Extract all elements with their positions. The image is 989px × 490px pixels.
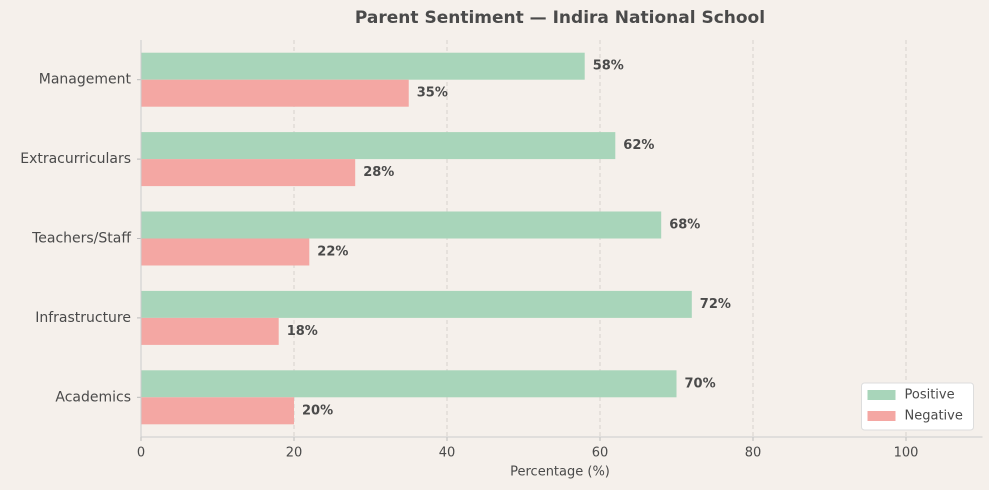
value-label: 18% bbox=[287, 324, 318, 339]
value-label: 22% bbox=[317, 245, 348, 260]
value-label: 62% bbox=[623, 138, 654, 153]
x-tick-label: 40 bbox=[439, 446, 456, 461]
x-tick-label: 0 bbox=[137, 446, 145, 461]
value-label: 58% bbox=[593, 59, 624, 74]
x-tick-label: 80 bbox=[745, 446, 762, 461]
y-tick-label: Infrastructure bbox=[35, 310, 131, 326]
bar bbox=[141, 290, 692, 318]
legend-swatch bbox=[867, 411, 896, 421]
bar bbox=[141, 370, 677, 398]
x-tick-label: 20 bbox=[286, 446, 303, 461]
bar bbox=[141, 79, 409, 107]
value-label: 70% bbox=[685, 376, 716, 391]
bar bbox=[141, 52, 585, 80]
value-label: 28% bbox=[363, 165, 394, 180]
value-label: 72% bbox=[700, 297, 731, 312]
bar bbox=[141, 317, 279, 345]
bar bbox=[141, 397, 294, 425]
bar bbox=[141, 238, 310, 266]
bar bbox=[141, 211, 662, 239]
y-tick-label: Management bbox=[39, 72, 132, 88]
x-axis-label: Percentage (%) bbox=[510, 465, 610, 480]
bar bbox=[141, 159, 356, 187]
bar bbox=[141, 132, 616, 160]
y-tick-label: Academics bbox=[55, 389, 131, 405]
legend-swatch bbox=[867, 390, 896, 400]
value-label: 35% bbox=[417, 86, 448, 101]
legend-label: Negative bbox=[905, 409, 963, 424]
chart-title: Parent Sentiment — Indira National Schoo… bbox=[355, 8, 765, 28]
legend-label: Positive bbox=[905, 388, 955, 403]
y-tick-label: Teachers/Staff bbox=[31, 231, 131, 247]
x-tick-label: 60 bbox=[592, 446, 609, 461]
value-label: 68% bbox=[669, 218, 700, 233]
y-tick-label: Extracurriculars bbox=[20, 151, 131, 167]
x-tick-label: 100 bbox=[894, 446, 919, 461]
value-label: 20% bbox=[302, 403, 333, 418]
